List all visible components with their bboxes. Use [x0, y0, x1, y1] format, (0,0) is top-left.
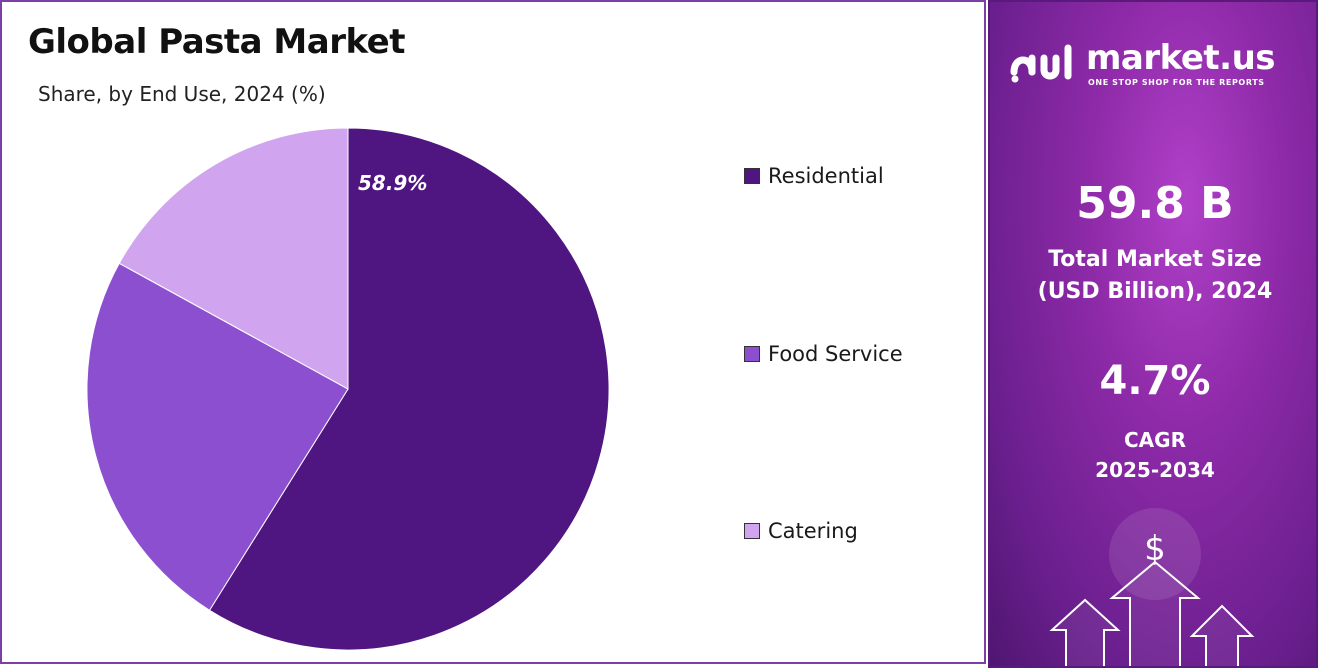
cagr-label-line2: 2025-2034	[1095, 458, 1215, 482]
pie-slice-residential	[208, 127, 610, 651]
legend-item-food-service: Food Service	[744, 341, 903, 367]
pie-slice-catering	[118, 127, 349, 390]
chart-subtitle: Share, by End Use, 2024 (%)	[38, 82, 326, 106]
info-panel: market.us ONE STOP SHOP FOR THE REPORTS …	[988, 0, 1318, 668]
pie-chart: 58.9%	[86, 127, 610, 651]
legend-swatch-residential	[744, 168, 760, 184]
coin-circle	[1109, 508, 1201, 600]
chart-panel: Global Pasta Market Share, by End Use, 2…	[0, 0, 986, 664]
brand-logo: market.us ONE STOP SHOP FOR THE REPORTS	[1010, 38, 1310, 98]
brand-name: market.us	[1086, 38, 1276, 78]
legend-label-food-service: Food Service	[768, 342, 903, 366]
market-size-label-line1: Total Market Size	[1048, 247, 1262, 272]
arrow-up-icon-center	[1109, 560, 1201, 666]
pie-slice-food-service	[86, 262, 349, 611]
cagr-label-line1: CAGR	[1124, 428, 1186, 452]
legend-item-catering: Catering	[744, 518, 858, 544]
legend-item-residential: Residential	[744, 163, 884, 189]
pie-label-residential: 58.9%	[358, 171, 427, 195]
pie-slices	[86, 127, 610, 651]
market-size-label-line2: (USD Billion), 2024	[1037, 279, 1273, 304]
legend-label-residential: Residential	[768, 164, 884, 188]
pie-labels: 58.9%	[358, 171, 427, 195]
chart-title: Global Pasta Market	[28, 22, 405, 62]
legend-swatch-food-service	[744, 346, 760, 362]
arrow-up-icon-left	[1049, 598, 1121, 666]
legend-swatch-catering	[744, 523, 760, 539]
cagr-value: 4.7%	[1099, 358, 1211, 404]
arrow-up-icon-right	[1189, 604, 1255, 666]
dollar-icon: $	[1144, 529, 1166, 569]
legend-label-catering: Catering	[768, 519, 858, 543]
growth-arrows-illustration: $	[1049, 508, 1255, 666]
brand-tagline: ONE STOP SHOP FOR THE REPORTS	[1088, 78, 1265, 87]
market-size-value: 59.8 B	[1076, 178, 1234, 229]
brand-logo-icon	[1010, 44, 1072, 83]
